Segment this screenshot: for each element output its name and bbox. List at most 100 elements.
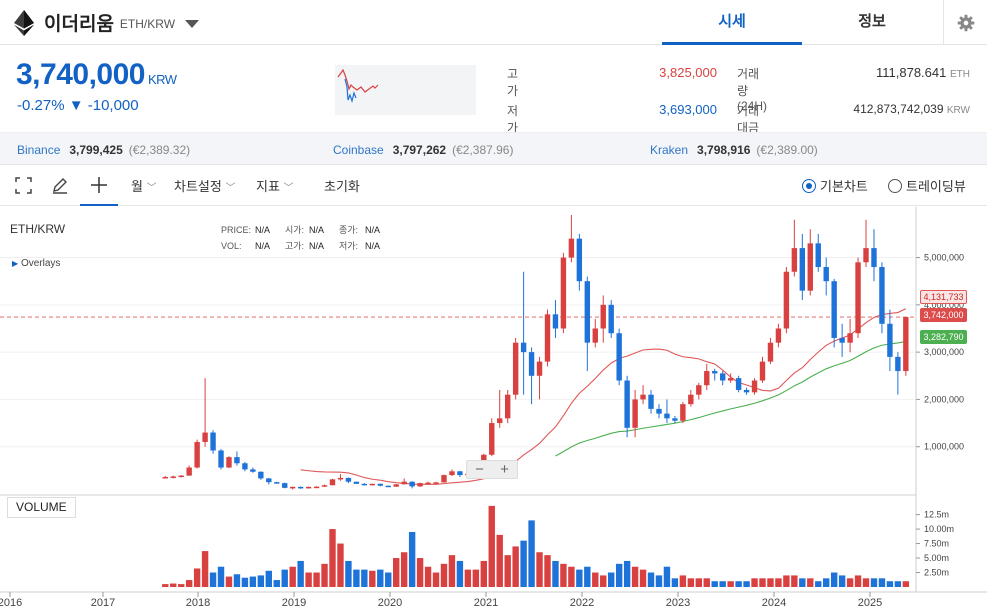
basic-chart-radio[interactable]: 기본차트 <box>802 176 868 195</box>
legend-low: N/A <box>365 241 381 251</box>
candle-body <box>544 314 551 362</box>
exchange-binance[interactable]: Binance 3,799,425 (€2,389.32) <box>17 143 190 157</box>
volume-bar <box>217 566 225 587</box>
coin-name: 이더리움 <box>44 14 114 35</box>
pencil-icon[interactable] <box>51 176 69 194</box>
volume-bar <box>361 569 368 587</box>
price-chart[interactable]: 5,000,000 4,000,000 3,000,000 2,000,000 1,00… <box>0 207 987 609</box>
candle-body <box>497 418 503 424</box>
chevron-down-icon: ﹀ <box>283 183 294 194</box>
volume-bar <box>377 569 384 587</box>
tab-market[interactable]: 시세 <box>662 0 802 45</box>
volume-bar <box>584 566 591 587</box>
year-tick-label: 2025 <box>858 597 882 609</box>
candle-body <box>361 483 368 486</box>
top-bar: 이더리움 ETH/KRW 시세 정보 <box>0 0 987 45</box>
volume-bar <box>608 572 615 587</box>
candle-body <box>783 271 790 329</box>
tab-info-label: 정보 <box>858 13 886 30</box>
volume-bar <box>289 566 296 587</box>
coin-selector[interactable]: 이더리움 ETH/KRW <box>14 9 200 36</box>
price-tick-label: 5,000,000 <box>924 253 964 263</box>
candle-body <box>385 485 391 488</box>
exchange-price: 3,798,916 <box>697 143 751 157</box>
candle-body <box>887 323 893 357</box>
volume-bar <box>448 555 456 587</box>
chevron-down-icon[interactable] <box>185 19 200 28</box>
reset-button[interactable]: 초기화 <box>324 179 360 194</box>
chart-settings-dropdown[interactable]: 차트설정 ﹀ <box>174 176 235 195</box>
volume-bar <box>647 572 655 587</box>
candle-body <box>823 267 829 282</box>
candle-body <box>632 399 638 428</box>
volume-bar <box>536 552 543 587</box>
candle-body <box>727 378 734 381</box>
volume-bar <box>631 566 639 587</box>
candle-body <box>345 477 352 482</box>
candle-body <box>775 328 782 343</box>
volume-bar <box>639 569 647 587</box>
year-tick-label: 2024 <box>762 597 786 609</box>
exchange-coinbase[interactable]: Coinbase 3,797,262 (€2,387.96) <box>333 143 513 157</box>
candle-body <box>528 352 535 376</box>
volume-bar <box>456 560 464 587</box>
candle-body <box>688 394 694 405</box>
candle-body <box>656 408 662 414</box>
volume-bar <box>719 581 726 587</box>
candle-body <box>672 418 678 421</box>
basic-chart-label: 기본차트 <box>820 179 868 194</box>
volume-24h-unit: ETH <box>950 69 970 80</box>
price-tick-label: 4,000,000 <box>924 300 964 310</box>
exchange-price: 3,797,262 <box>392 143 447 157</box>
volume-bar <box>743 581 750 587</box>
volume-bar <box>432 572 440 587</box>
tab-info[interactable]: 정보 <box>802 0 942 45</box>
crosshair-button[interactable] <box>80 166 118 206</box>
year-tick-label: 2017 <box>91 597 115 609</box>
candle-body <box>855 262 861 334</box>
volume-bar <box>249 576 257 587</box>
overlays-toggle[interactable]: ▶ Overlays <box>12 258 60 269</box>
volume-bar <box>321 563 328 587</box>
candle-body <box>369 483 376 486</box>
volume-bar <box>241 577 249 587</box>
year-tick-label: 2016 <box>0 597 22 609</box>
fullscreen-icon[interactable] <box>15 177 32 194</box>
ma-short-value-tag: 3,282,790 <box>920 330 967 344</box>
candle-body <box>170 476 176 479</box>
tradingview-radio[interactable]: 트레이딩뷰 <box>888 176 966 195</box>
volume-bar <box>512 546 519 587</box>
volume-bar <box>576 569 583 587</box>
candle-body <box>401 481 407 485</box>
candlestick-chart[interactable]: 5,000,000 4,000,000 3,000,000 2,000,000 1,00… <box>0 207 987 609</box>
candle-body <box>560 257 567 329</box>
candles <box>162 215 909 490</box>
zoom-out-button[interactable]: − <box>475 461 484 478</box>
interval-dropdown[interactable]: 월 ﹀ <box>131 176 157 195</box>
volume-bar <box>193 568 201 587</box>
exchange-kraken[interactable]: Kraken 3,798,916 (€2,389.00) <box>650 143 818 157</box>
year-tick-label: 2019 <box>282 597 306 609</box>
candle-body <box>600 304 606 329</box>
volume-bars <box>162 505 910 587</box>
indicators-dropdown[interactable]: 지표 ﹀ <box>256 176 294 195</box>
chevron-down-icon: ﹀ <box>146 183 157 194</box>
volume-bar <box>281 569 288 587</box>
settings-button[interactable] <box>943 0 987 45</box>
volume-bar <box>472 569 480 587</box>
candle-body <box>735 378 742 390</box>
candle-body <box>441 475 447 483</box>
candle-body <box>297 486 304 489</box>
legend-close: N/A <box>365 225 381 235</box>
candle-body <box>664 413 670 419</box>
candle-body <box>512 342 519 395</box>
volume-bar <box>504 555 511 587</box>
high-label: 고가 <box>507 67 519 98</box>
legend-vol-label: VOL: <box>221 241 242 251</box>
volume-bar <box>695 578 702 587</box>
axes: 5,000,000 4,000,000 3,000,000 2,000,000 1,00… <box>0 253 964 609</box>
volume-bar <box>815 581 822 587</box>
volume-bar <box>297 560 304 587</box>
candle-body <box>186 467 192 476</box>
zoom-in-button[interactable]: + <box>500 461 509 478</box>
